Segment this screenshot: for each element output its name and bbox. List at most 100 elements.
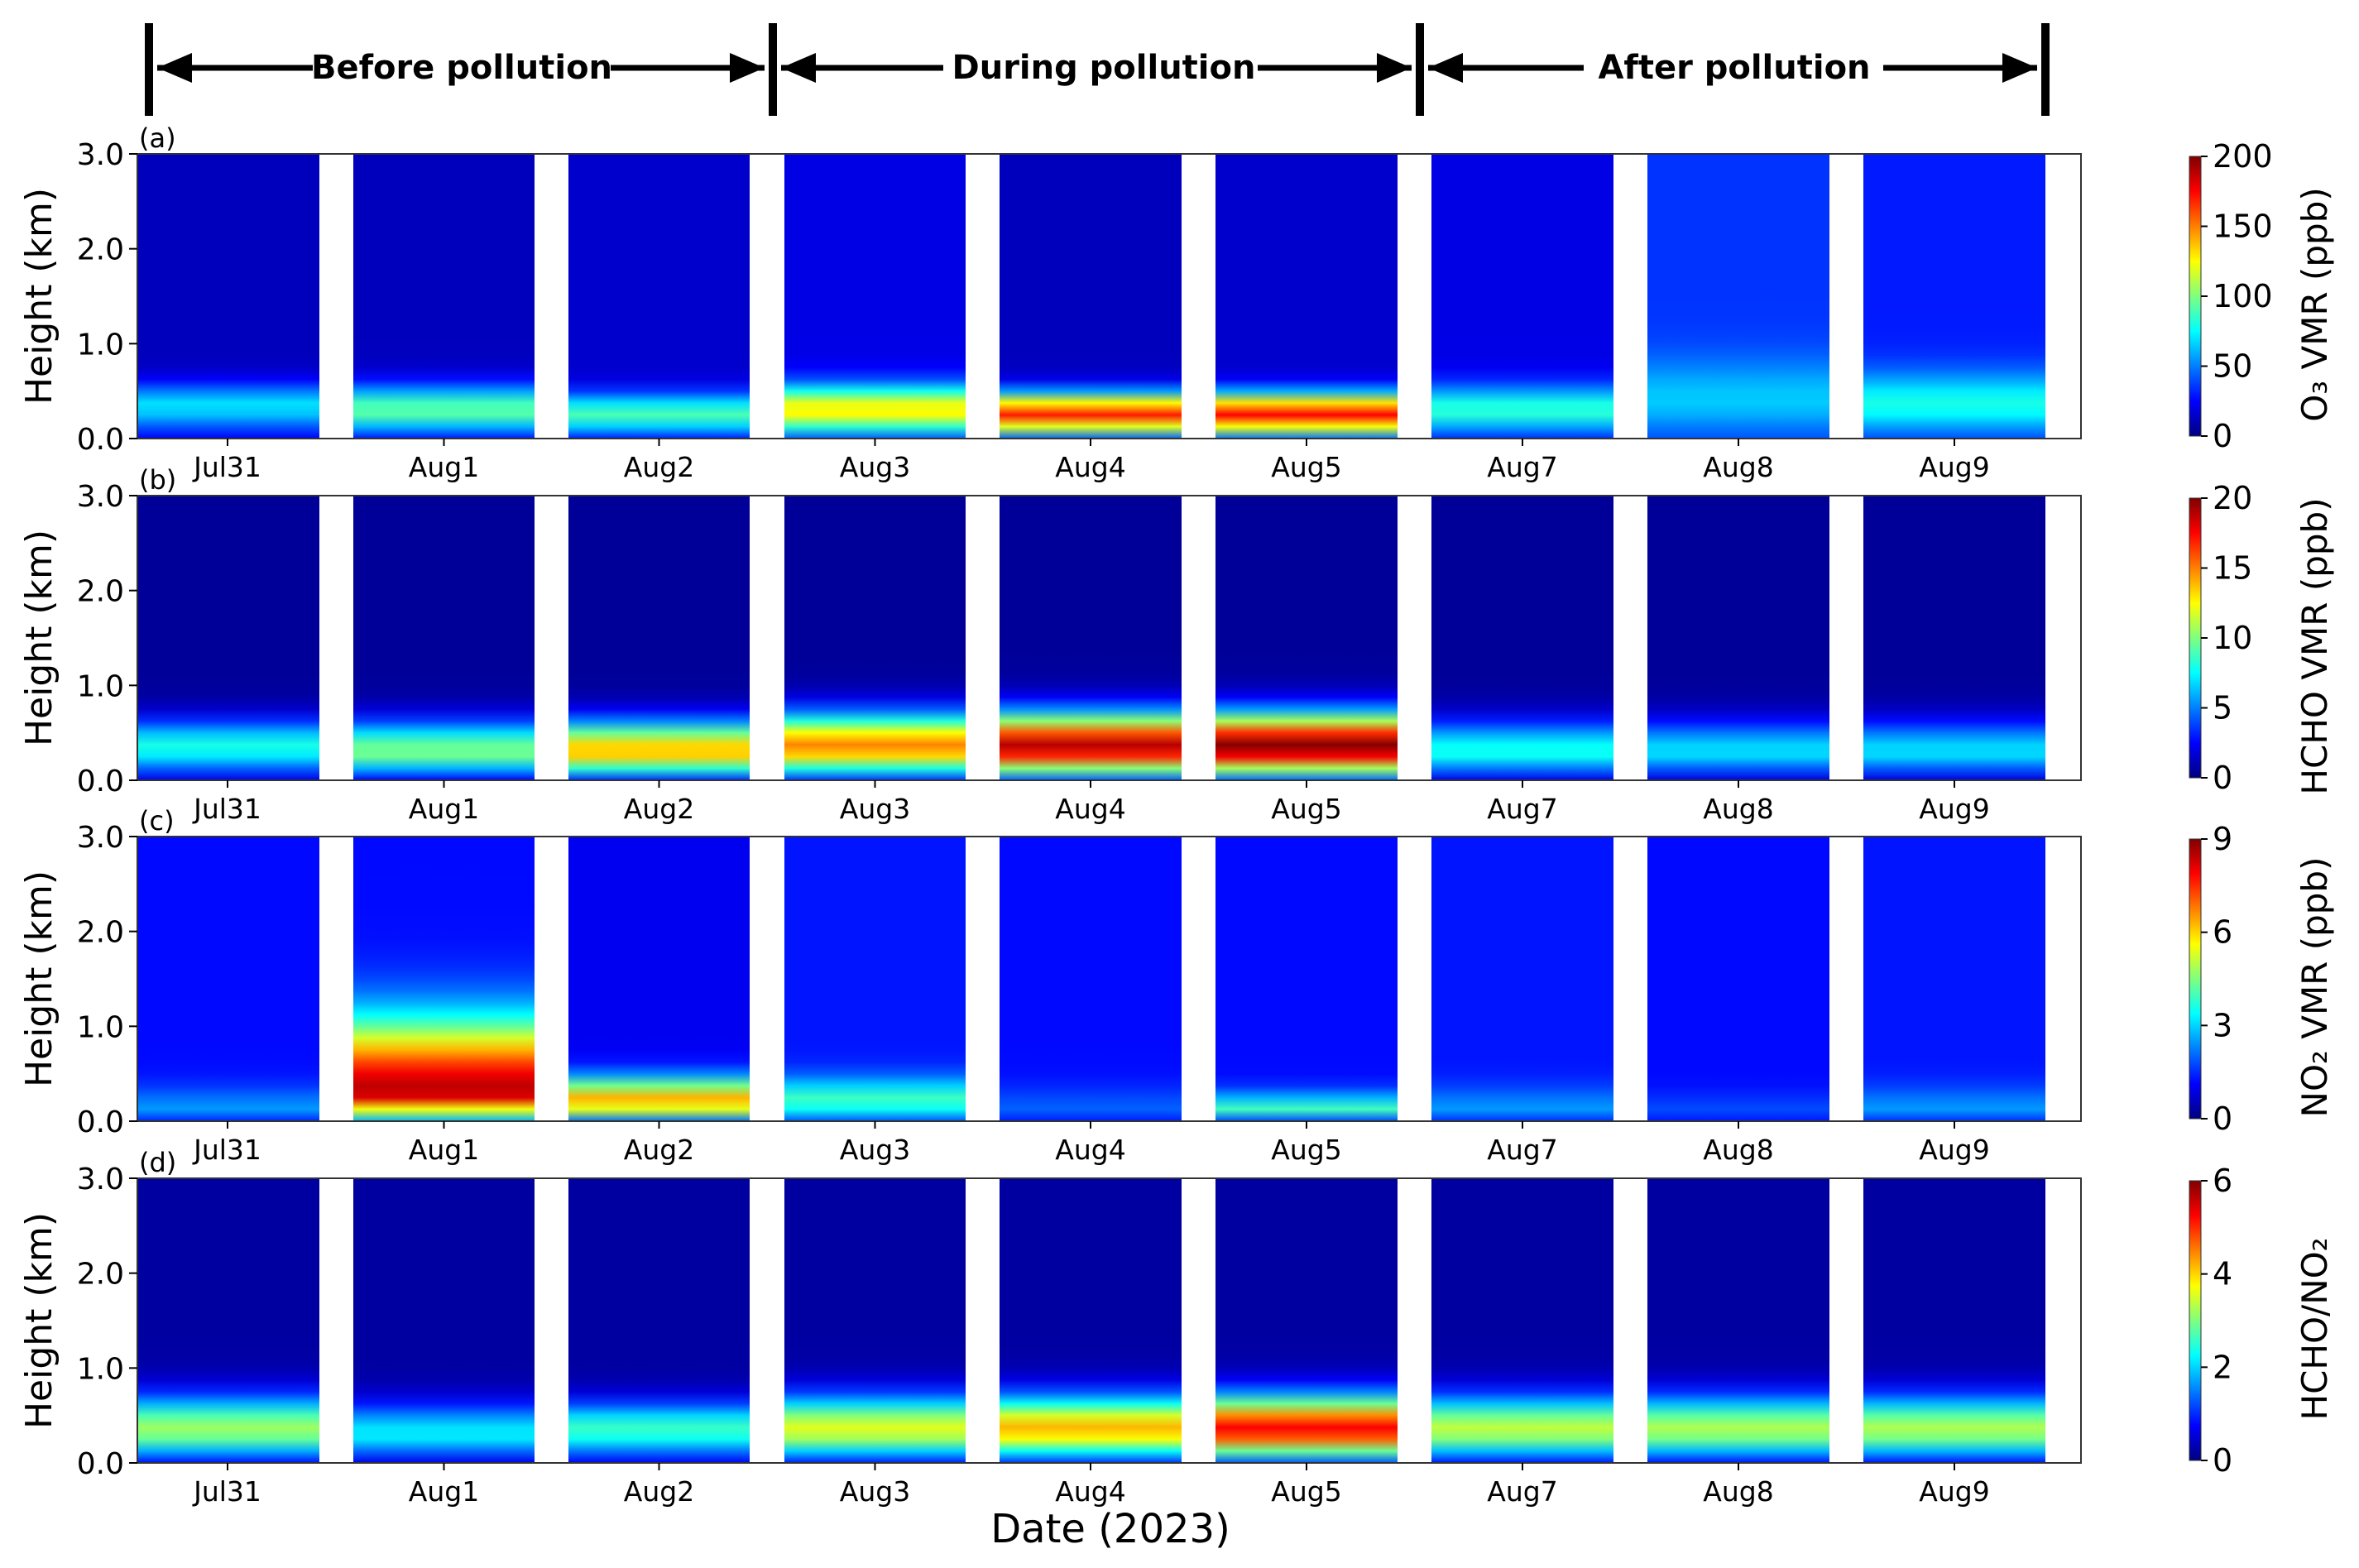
x-tick-label: Aug7	[1487, 1475, 1557, 1508]
axes-frame	[137, 495, 2082, 781]
panel-tag: (b)	[139, 464, 176, 496]
x-tick-label: Aug2	[624, 793, 694, 825]
x-tick-label: Aug7	[1487, 1134, 1557, 1166]
y-tick-label: 0.0	[77, 765, 124, 798]
x-tick-label: Aug4	[1055, 1134, 1125, 1166]
colorbar-tick-label: 200	[2213, 138, 2273, 175]
heatmap-cell-Aug5	[1215, 154, 1398, 439]
period-header: Before pollution During pollution After …	[145, 23, 2050, 116]
colorbar-tick-label: 10	[2213, 620, 2252, 656]
y-tick-label: 2.0	[77, 233, 124, 267]
x-tick-label: Aug7	[1487, 451, 1557, 483]
x-tick-label: Aug9	[1919, 1134, 1989, 1166]
x-tick-label: Aug7	[1487, 793, 1557, 825]
y-tick-label: 1.0	[77, 328, 124, 362]
heatmap-cell-Aug1	[353, 1178, 535, 1463]
x-tick-label: Aug8	[1703, 793, 1773, 825]
heatmap-cell-Aug3	[784, 837, 966, 1121]
colorbar	[2189, 1180, 2202, 1461]
arrow-during-pollution: During pollution	[781, 49, 1412, 87]
x-tick-label: Aug8	[1703, 1134, 1773, 1166]
heatmap-cell-Aug5	[1215, 837, 1398, 1121]
x-tick-label: Aug5	[1271, 793, 1341, 825]
y-tick-label: 3.0	[77, 1163, 124, 1196]
heatmap-cell-Aug9	[1863, 837, 2045, 1121]
x-axis-label: Date (2023)	[990, 1506, 1230, 1552]
heatmap-cell-Jul31	[137, 154, 319, 439]
heatmap-cell-Jul31	[137, 496, 319, 780]
x-tick-label: Aug1	[409, 1134, 479, 1166]
heatmap-cell-Aug7	[1431, 154, 1613, 439]
heatmap-cell-Aug3	[784, 496, 966, 780]
colorbar-tick-label: 15	[2213, 550, 2252, 587]
colorbar-label: HCHO/NO₂	[2294, 1237, 2335, 1420]
panel-c: 0.0 1.0 2.0 3.0 Jul31 Aug1 Aug2 Aug3 Aug4 Aug5 Aug…	[18, 805, 2335, 1166]
x-tick-label: Aug1	[409, 451, 479, 483]
heatmap-cell-Aug4	[1000, 1178, 1182, 1463]
colorbar-tick-label: 5	[2213, 690, 2232, 726]
colorbar-tick-label: 4	[2213, 1256, 2232, 1292]
y-tick-label: 1.0	[77, 1352, 124, 1386]
colorbar-label: O₃ VMR (ppb)	[2294, 187, 2335, 422]
x-tick-label: Aug5	[1271, 451, 1341, 483]
colorbar-label: HCHO VMR (ppb)	[2294, 497, 2335, 794]
heatmap-cell-Aug9	[1863, 496, 2045, 780]
y-tick-label: 3.0	[77, 480, 124, 514]
y-axis-label: Height (km)	[18, 188, 60, 405]
y-tick-label: 3.0	[77, 138, 124, 172]
colorbar	[2189, 497, 2202, 779]
colorbar-tick-label: 150	[2213, 209, 2273, 245]
axes-frame	[137, 836, 2082, 1122]
x-tick-label: Jul31	[192, 1475, 261, 1508]
panel-tag: (c)	[139, 805, 175, 837]
colorbar-tick-label: 6	[2213, 1163, 2232, 1199]
x-tick-label: Jul31	[192, 1134, 261, 1166]
x-tick-label: Aug2	[624, 1475, 694, 1508]
y-tick-label: 0.0	[77, 1447, 124, 1481]
heatmap-cell-Aug8	[1647, 837, 1829, 1121]
colorbar-tick-label: 0	[2213, 1442, 2232, 1479]
colorbar-tick-label: 0	[2213, 1100, 2232, 1137]
colorbar-tick-label: 9	[2213, 821, 2232, 857]
axes-frame	[137, 153, 2082, 439]
x-tick-label: Aug8	[1703, 1475, 1773, 1508]
colorbar	[2189, 838, 2202, 1120]
panel-tag: (a)	[139, 122, 176, 154]
heatmap-cell-Aug4	[1000, 496, 1182, 780]
arrow-after-pollution: After pollution	[1428, 49, 2037, 87]
panel-b: 0.0 1.0 2.0 3.0 Jul31 Aug1 Aug2 Aug3 Aug4 Aug5 Aug…	[18, 464, 2335, 825]
heatmap-cell-Aug2	[568, 837, 750, 1121]
y-tick-label: 0.0	[77, 1105, 124, 1139]
colorbar-tick-label: 100	[2213, 278, 2273, 314]
panels: 0.0 1.0 2.0 3.0 Jul31 Aug1 Aug2 Aug3 Aug4 Aug5 Aug…	[18, 122, 2335, 1508]
heatmap-cell-Aug1	[353, 837, 535, 1121]
colorbar-tick-label: 20	[2213, 480, 2252, 516]
x-tick-label: Aug3	[840, 1134, 910, 1166]
x-tick-label: Aug2	[624, 451, 694, 483]
heatmap-cell-Aug8	[1647, 496, 1829, 780]
colorbar-tick-label: 2	[2213, 1349, 2232, 1385]
heatmap-cell-Aug1	[353, 496, 535, 780]
x-tick-label: Aug3	[840, 793, 910, 825]
y-axis-label: Height (km)	[18, 530, 60, 746]
panel-a: 0.0 1.0 2.0 3.0 Jul31 Aug1 Aug2 Aug3 Aug4 Aug5 Aug…	[18, 122, 2335, 483]
y-tick-label: 2.0	[77, 1258, 124, 1292]
x-tick-label: Aug9	[1919, 451, 1989, 483]
x-tick-label: Aug5	[1271, 1134, 1341, 1166]
heatmap-cell-Aug7	[1431, 496, 1613, 780]
heatmap-cell-Aug8	[1647, 1178, 1829, 1463]
heatmap-cell-Aug1	[353, 154, 535, 439]
heatmap-cell-Aug4	[1000, 837, 1182, 1121]
heatmap-cell-Aug2	[568, 1178, 750, 1463]
colorbar-tick-label: 0	[2213, 760, 2232, 796]
heatmap-cell-Jul31	[137, 837, 319, 1121]
y-tick-label: 0.0	[77, 423, 124, 457]
heatmap-cell-Aug5	[1215, 496, 1398, 780]
y-axis-label: Height (km)	[18, 870, 60, 1087]
x-tick-label: Aug3	[840, 1475, 910, 1508]
colorbar-tick-label: 6	[2213, 914, 2232, 951]
colorbar-tick-label: 0	[2213, 418, 2232, 454]
x-tick-label: Aug4	[1055, 1475, 1125, 1508]
y-tick-label: 3.0	[77, 821, 124, 855]
